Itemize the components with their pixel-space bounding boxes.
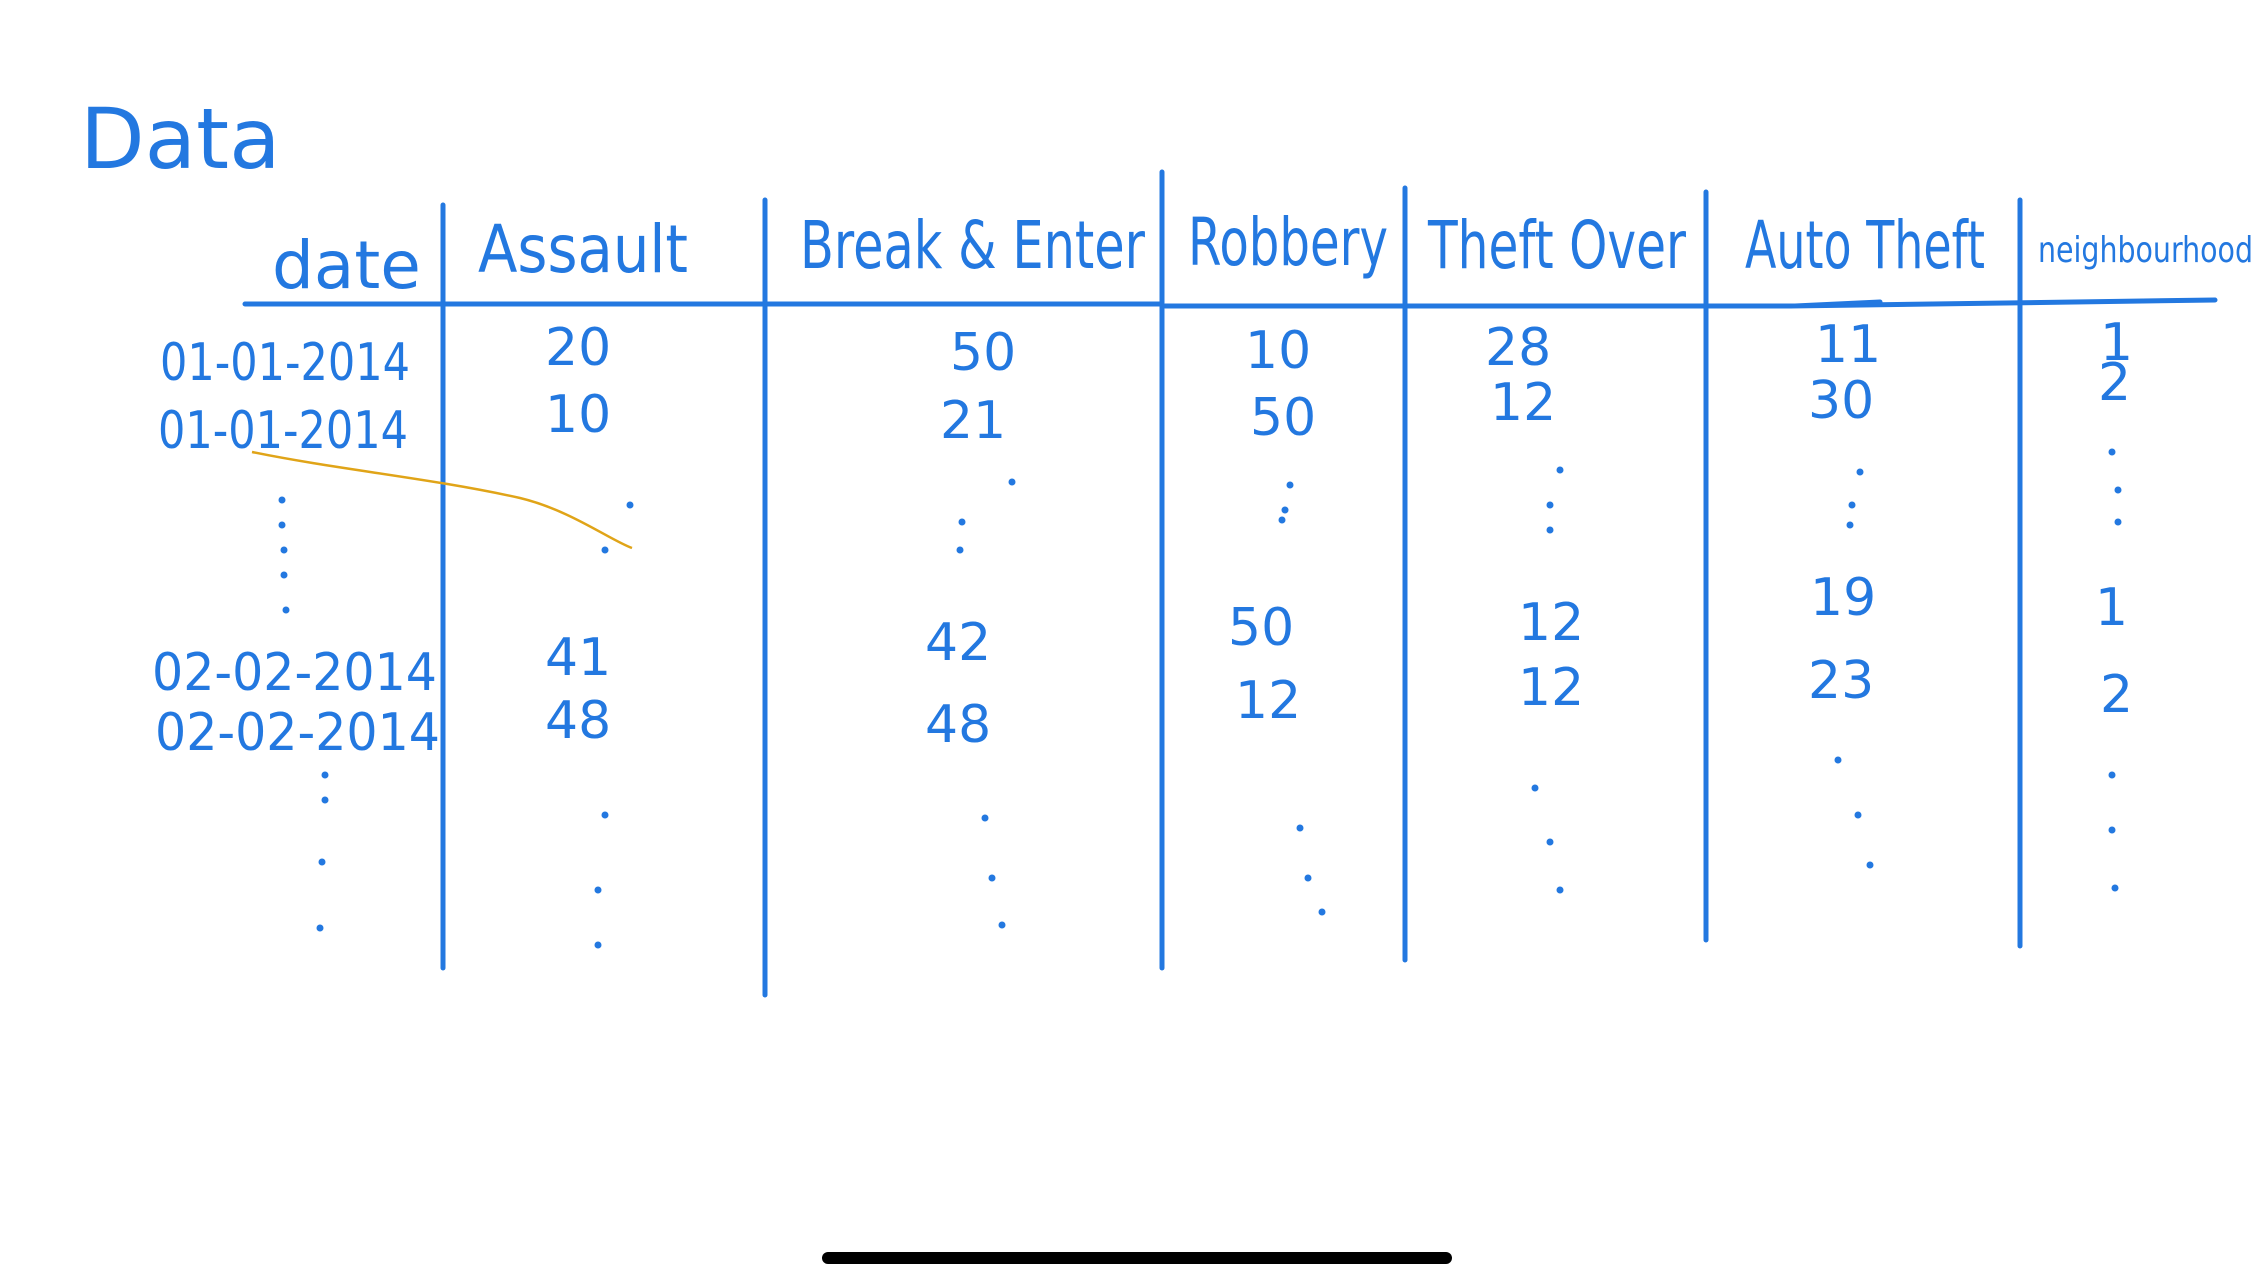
cell-robbery: 50 [1228,598,1294,658]
cell-assault: 48 [545,691,611,751]
cell-robbery: 50 [1250,388,1316,448]
header-robbery: Robbery [1188,204,1388,281]
cell-auto-theft: 19 [1810,568,1876,628]
cell-theft-over: 28 [1485,318,1551,378]
cell-auto-theft: 11 [1815,315,1881,375]
stray-pen-stroke [251,450,633,550]
cell-auto-theft: 23 [1808,651,1874,711]
cell-date: 02-02-2014 [155,703,440,763]
cell-auto-theft: 30 [1808,371,1874,431]
cell-assault: 20 [545,318,611,378]
cell-assault: 41 [545,628,611,688]
table-row: 01-01-2014 10 21 50 12 30 2 [158,353,2131,461]
cell-neighbourhood: 2 [2100,665,2133,725]
cell-date: 01-01-2014 [160,333,410,393]
cell-break-and-enter: 21 [940,391,1006,451]
cell-theft-over: 12 [1518,658,1584,718]
continuation-dots [278,448,2122,949]
header-break-and-enter: Break & Enter [800,207,1146,284]
note-title: Data [80,90,281,188]
table-row: 01-01-2014 20 50 10 28 11 1 [160,313,2133,393]
header-neighbourhood: neighbourhood [2038,230,2253,271]
cell-date: 02-02-2014 [152,643,437,703]
table-row: 02-02-2014 48 48 12 12 23 2 [155,651,2133,763]
cell-neighbourhood: 1 [2100,313,2133,373]
header-auto-theft: Auto Theft [1745,207,1985,284]
header-underline [242,297,2218,309]
cell-break-and-enter: 50 [950,323,1016,383]
cell-neighbourhood: 2 [2098,353,2131,413]
cell-break-and-enter: 42 [925,613,991,673]
cell-theft-over: 12 [1518,593,1584,653]
header-date: date [272,227,421,304]
home-indicator-bar[interactable] [822,1252,1452,1264]
cell-break-and-enter: 48 [925,695,991,755]
cell-date: 01-01-2014 [158,401,408,461]
cell-assault: 10 [545,385,611,445]
cell-neighbourhood: 1 [2095,578,2128,638]
table-row: 02-02-2014 41 42 50 12 19 1 [152,568,2128,703]
header-theft-over: Theft Over [1427,207,1686,284]
cell-theft-over: 12 [1490,373,1556,433]
cell-robbery: 12 [1235,671,1301,731]
header-assault: Assault [478,211,688,288]
cell-robbery: 10 [1245,321,1311,381]
